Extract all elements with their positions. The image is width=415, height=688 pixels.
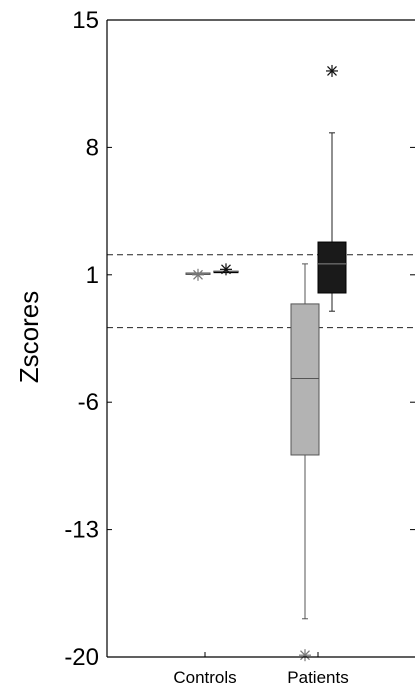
x-tick-label: Patients: [287, 668, 348, 687]
y-axis-ticks: 15 8 1 -6 -13 -20: [64, 7, 415, 671]
box-controls-1: [213, 263, 239, 276]
y-tick-label: 15: [72, 7, 99, 34]
x-tick-label: Controls: [173, 668, 236, 687]
y-tick-label: 1: [86, 262, 99, 289]
box-iqr: [290, 303, 320, 456]
axes: [106, 19, 415, 658]
outlier-stroke: [300, 650, 310, 661]
y-tick-label: -13: [64, 517, 99, 544]
y-tick-label: -6: [78, 389, 99, 416]
box-patients-2: [290, 263, 320, 662]
y-tick-label: 8: [86, 134, 99, 161]
box-controls-0: [185, 268, 211, 281]
box-iqr: [317, 241, 347, 294]
outlier-stroke: [221, 264, 231, 275]
outlier-stroke: [327, 66, 337, 76]
reference-lines: [107, 254, 415, 329]
y-tick-label: -20: [64, 644, 99, 671]
y-axis-label: Zscores: [14, 291, 44, 383]
box-patients-3: [317, 64, 347, 312]
x-axis-labels: Controls Patients: [173, 652, 349, 687]
outlier-stroke: [193, 269, 203, 280]
box-plot-series: [185, 64, 347, 662]
